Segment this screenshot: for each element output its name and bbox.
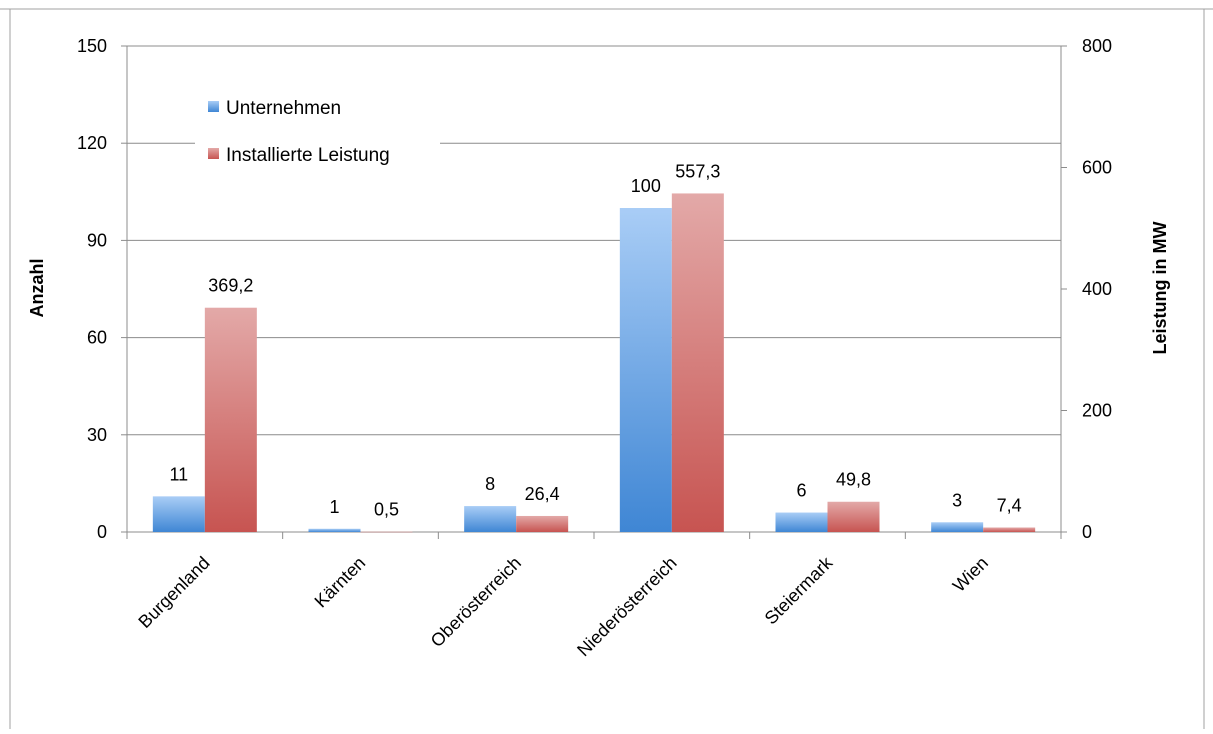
bar-unternehmen: [931, 522, 984, 532]
category-label: Steiermark: [761, 552, 837, 628]
bar-unternehmen: [464, 506, 517, 532]
data-label-installierte-leistung: 369,2: [208, 276, 253, 296]
y-tick-label-right: 0: [1082, 522, 1092, 542]
category-label: Burgenland: [134, 553, 213, 632]
y-tick-label-right: 600: [1082, 158, 1112, 178]
data-label-installierte-leistung: 7,4: [997, 496, 1022, 516]
y-tick-label-right: 400: [1082, 279, 1112, 299]
legend-swatch-unternehmen: [208, 101, 219, 112]
data-label-installierte-leistung: 0,5: [374, 500, 399, 520]
bar-installierte-leistung: [204, 307, 257, 532]
data-label-installierte-leistung: 557,3: [675, 161, 720, 181]
y-tick-label-left: 30: [87, 425, 107, 445]
bar-installierte-leistung: [983, 527, 1036, 532]
y-tick-label-right: 800: [1082, 36, 1112, 56]
y-axis-title-left: Anzahl: [27, 258, 47, 317]
bar-unternehmen: [619, 208, 672, 532]
data-label-unternehmen: 6: [796, 481, 806, 501]
legend-swatch-installierte-leistung: [208, 148, 219, 159]
category-label: Oberösterreich: [427, 553, 525, 651]
tick-labels: 0 30 60 90 120 150 0 200 400 600 800: [77, 36, 1112, 542]
y-tick-label-left: 150: [77, 36, 107, 56]
y-tick-label-right: 200: [1082, 401, 1112, 421]
y-axis-title-right: Leistung in MW: [1150, 222, 1170, 355]
category-label: Kärnten: [311, 553, 370, 612]
data-label-unternehmen: 8: [485, 474, 495, 494]
data-label-installierte-leistung: 49,8: [836, 470, 871, 490]
category-label: Wien: [949, 553, 992, 596]
data-label-unternehmen: 1: [329, 497, 339, 517]
bars: [152, 193, 1036, 533]
y-tick-label-left: 0: [97, 522, 107, 542]
y-tick-label-left: 60: [87, 328, 107, 348]
y-tick-label-left: 120: [77, 133, 107, 153]
y-tick-label-left: 90: [87, 230, 107, 250]
legend-box: [195, 88, 440, 178]
bar-installierte-leistung: [827, 501, 880, 532]
bar-unternehmen: [775, 512, 828, 532]
data-label-unternehmen: 3: [952, 490, 962, 510]
axes: [121, 45, 1067, 539]
data-labels: 11 369,2 1 0,5 8 26,4 100 557,3 6 49,8 3 7,4: [169, 161, 1021, 519]
bar-installierte-leistung: [360, 531, 413, 533]
data-label-unternehmen: 11: [169, 464, 188, 484]
bar-installierte-leistung: [516, 515, 569, 532]
category-label: Niederösterreich: [573, 553, 681, 661]
bar-unternehmen: [152, 496, 205, 532]
category-labels: Burgenland Kärnten Oberösterreich Niederöst…: [134, 552, 992, 660]
legend: Unternehmen Installierte Leistung: [195, 88, 440, 178]
bar-installierte-leistung: [671, 193, 724, 532]
legend-label-unternehmen: Unternehmen: [226, 98, 341, 119]
data-label-unternehmen: 100: [631, 176, 661, 196]
bar-unternehmen: [308, 528, 361, 532]
data-label-installierte-leistung: 26,4: [525, 484, 560, 504]
legend-label-installierte-leistung: Installierte Leistung: [226, 145, 390, 166]
